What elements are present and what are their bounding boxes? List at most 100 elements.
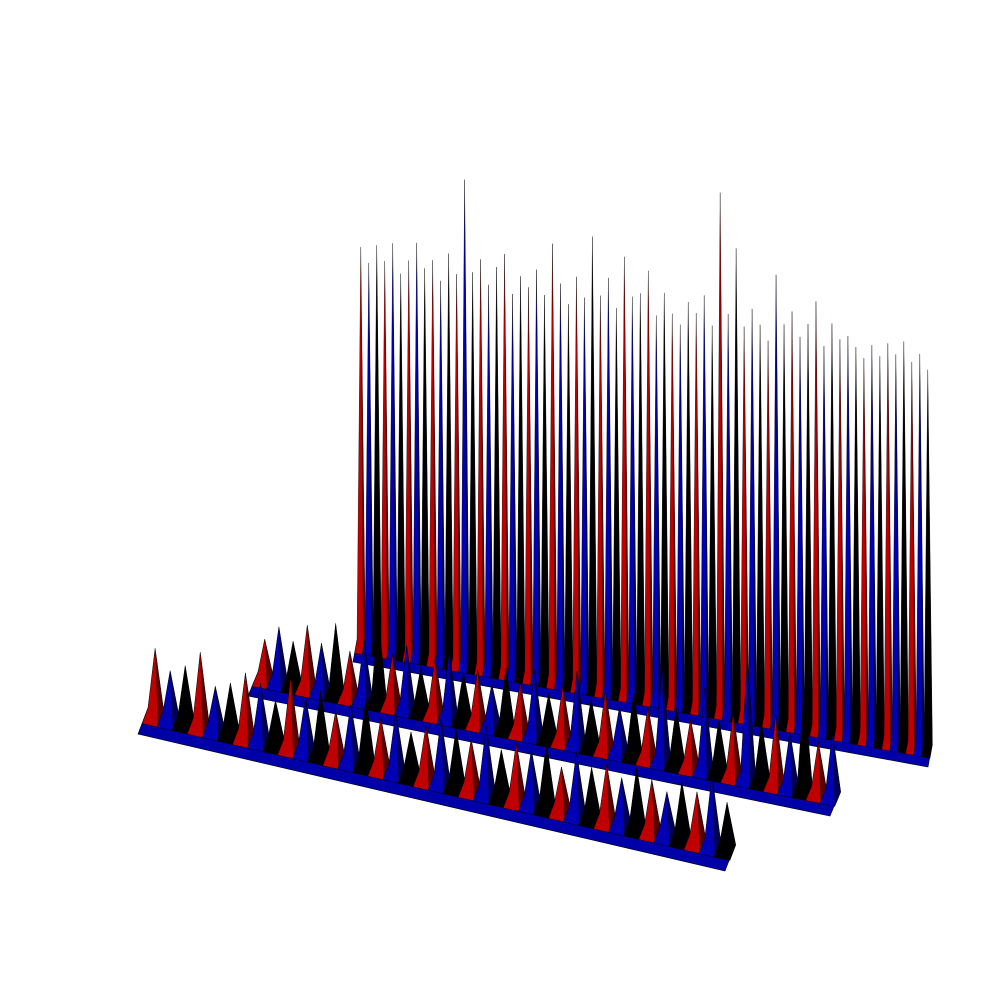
front-ridge-peak-shade	[230, 682, 240, 745]
wall-peak-shade	[839, 339, 845, 743]
front-ridge-peak-shade	[320, 690, 330, 766]
mid-ridge-peak-shade	[435, 657, 444, 725]
mid-ridge-peak-shade	[449, 650, 458, 728]
wall-peak-shade	[360, 247, 366, 655]
wall-peak-shade	[680, 324, 685, 713]
mid-ridge-peak-shade	[576, 671, 586, 754]
mid-ridge-peak-shade	[378, 616, 387, 713]
front-ridge-peak-shade	[260, 683, 270, 752]
front-ridge-peak-shade	[410, 731, 420, 787]
wall-peak-shade	[895, 354, 901, 753]
wall-peak-shade	[696, 313, 701, 716]
wall-peak-shade	[472, 272, 478, 676]
wall-peak-shade	[807, 323, 813, 737]
wall-peak-shade	[480, 259, 486, 677]
front-ridge-peak-shade	[591, 767, 601, 829]
wall-peak-shade	[544, 294, 550, 689]
wall-peak-shade	[911, 362, 917, 756]
front-ridge-peak-shade	[456, 728, 465, 798]
wall-peak-shade	[432, 260, 438, 668]
front-ridge-peak-shade	[727, 802, 736, 861]
wall-peak-shade	[879, 356, 885, 750]
wall-peak-shade	[520, 276, 526, 684]
front-ridge-peak-shade	[471, 739, 480, 801]
mid-ridge-peak-shade	[406, 645, 415, 719]
wall-peak-shade	[672, 313, 677, 712]
mid-ridge-peak-shade	[307, 625, 316, 699]
wall-peak-shade	[688, 302, 693, 715]
wall-peak-shade	[744, 326, 749, 725]
wall-peak-shade	[927, 369, 933, 759]
mid-ridge-peak-shade	[463, 672, 472, 731]
wall-peak-shade	[632, 296, 637, 705]
wall-peak-shade	[800, 336, 805, 735]
wall-peak-shade	[384, 261, 390, 660]
wall-peak-shade	[760, 324, 765, 728]
wall-peak-shade	[464, 179, 470, 674]
front-ridge-peak-shade	[380, 718, 390, 780]
wall-peak-shade	[400, 273, 406, 662]
mid-ridge-peak-shade	[619, 706, 628, 763]
wall-peak-shade	[720, 192, 725, 721]
wall-peak-shade	[552, 243, 558, 690]
wall-peak-shade	[664, 292, 669, 711]
wall-peak-shade	[616, 308, 621, 702]
wall-peak-shade	[823, 346, 829, 740]
mid-ridge-peak-shade	[789, 732, 799, 798]
mid-ridge-peak-shade	[321, 643, 330, 702]
front-ridge-peak-shade	[275, 700, 285, 756]
mid-ridge-peak-shade	[506, 667, 515, 740]
wall-peak-shade	[376, 245, 382, 658]
wall-peak-shade	[496, 267, 502, 680]
wall-peak-shade	[903, 341, 909, 754]
front-ridge-peak-shade	[712, 774, 721, 858]
wall-peak-shade	[504, 254, 510, 681]
wall-peak-shade	[608, 277, 613, 700]
wall-peak-shade	[919, 353, 925, 757]
wall-peak-shade	[512, 293, 518, 683]
mid-ridge-peak-shade	[349, 650, 359, 707]
wall-peak-shade	[416, 242, 422, 665]
mid-ridge-peak-shade	[704, 688, 713, 781]
wall-peak-shade	[600, 295, 605, 699]
middle-ridge-series	[247, 616, 841, 817]
wall-peak-shade	[871, 345, 877, 748]
mid-ridge-peak-shade	[690, 719, 699, 778]
front-ridge-peak-shade	[516, 742, 526, 812]
front-ridge-peak-shade	[170, 670, 179, 731]
front-ridge-peak-shade	[576, 751, 586, 826]
mid-ridge-peak-shade	[392, 654, 401, 716]
mid-ridge-peak-shade	[591, 698, 600, 757]
wall-peak-shade	[536, 269, 542, 687]
wall-peak-shade	[704, 295, 709, 718]
front-ridge-series	[137, 648, 737, 872]
mid-ridge-peak-shade	[605, 690, 614, 760]
front-ridge-peak-shade	[531, 749, 541, 815]
front-ridge-peak-shade	[651, 779, 661, 844]
wall-peak-shade	[736, 248, 741, 724]
front-ridge-peak-shade	[185, 665, 194, 735]
wall-peak-shade	[768, 340, 773, 730]
front-ridge-peak-shade	[245, 672, 255, 749]
front-ridge-peak-shade	[350, 704, 360, 773]
front-ridge-peak-shade	[546, 743, 556, 819]
front-ridge-peak-shade	[395, 711, 405, 784]
wall-peak-shade	[392, 243, 398, 661]
front-ridge-peak-shade	[200, 652, 209, 738]
front-ridge-peak-shade	[486, 725, 495, 805]
mid-ridge-peak-shade	[364, 640, 373, 710]
front-ridge-peak-shade	[561, 767, 571, 822]
front-ridge-peak-shade	[621, 777, 631, 837]
wall-peak-shade	[776, 274, 781, 731]
mid-ridge-peak-shade	[278, 626, 288, 693]
wall-peak-shade	[792, 311, 797, 734]
front-ridge-peak-shade	[290, 676, 300, 759]
wall-peak-shade	[656, 315, 661, 709]
mid-ridge-peak-shade	[747, 658, 756, 789]
wall-peak-shade	[424, 268, 430, 667]
front-ridge-peak-shade	[215, 686, 225, 742]
mid-ridge-peak-shade	[633, 692, 642, 766]
wall-peak-shade	[448, 253, 454, 671]
wall-peak-shade	[752, 308, 757, 727]
